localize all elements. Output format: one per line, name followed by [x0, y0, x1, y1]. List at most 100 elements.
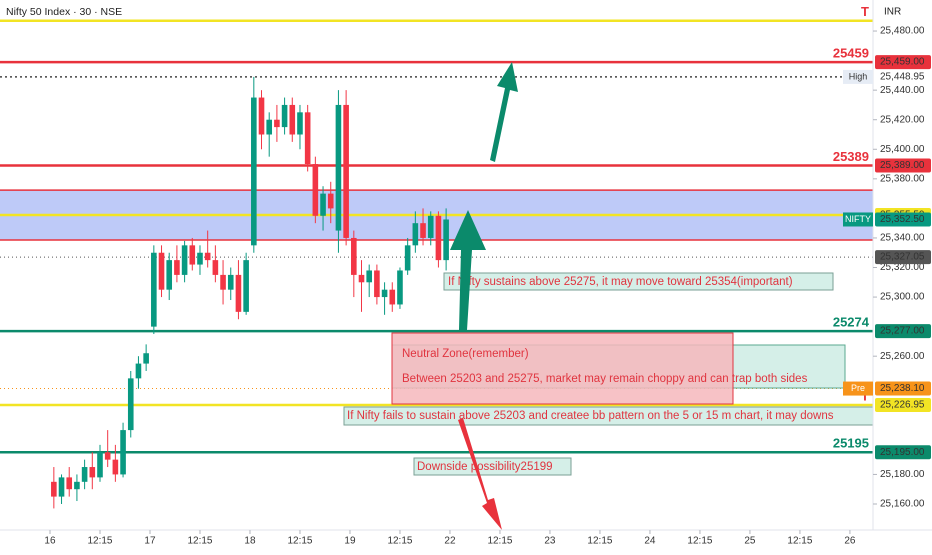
x-tick-label: 12:15 [387, 536, 412, 547]
price-tag [875, 381, 931, 396]
candle-body [412, 223, 419, 246]
candle-body [351, 237, 357, 275]
candle-body [343, 104, 349, 238]
candle-body [204, 252, 211, 261]
level-label: 25274 [833, 315, 870, 330]
annotation: If Nifty sustains above 25275, it may mo… [448, 276, 793, 288]
candle-body [266, 119, 273, 135]
level-label: T [861, 4, 869, 19]
price-tag-label: 25,226.95 [880, 400, 925, 411]
x-tick-label: 12:15 [287, 536, 312, 547]
y-tick-label: 25,440.00 [880, 85, 925, 96]
price-tag-label: 25,352.50 [880, 214, 925, 225]
candle-body [158, 252, 165, 290]
price-tag [875, 445, 931, 460]
x-tick-label: 17 [144, 536, 156, 547]
candle-body [143, 353, 149, 364]
candle-body [243, 260, 249, 312]
candle-body [289, 104, 296, 135]
price-tag-label: 25,327.05 [880, 252, 925, 263]
tag-label: NIFTY [845, 214, 871, 224]
price-tag [875, 158, 931, 173]
candle-body [335, 104, 342, 231]
candle-body [404, 245, 411, 271]
candle-body [312, 164, 319, 216]
candle-body [66, 477, 73, 490]
candle-body [366, 270, 372, 283]
x-tick-label: 22 [444, 536, 456, 547]
candle-body [327, 193, 334, 209]
candle-body [304, 112, 311, 165]
annotation-box [413, 457, 572, 476]
candle-body [258, 97, 265, 135]
candle-body [220, 274, 226, 290]
candle-body [74, 481, 80, 490]
price-tag [875, 69, 931, 84]
x-tick-label: 12:15 [87, 536, 112, 547]
candle-body [397, 270, 403, 305]
candle-body [112, 459, 119, 475]
candle-body [166, 260, 173, 290]
candle-body [358, 274, 365, 283]
price-tag-label: 25,195.00 [880, 447, 925, 458]
candle-body [197, 252, 203, 265]
y-tick-label: 25,300.00 [880, 292, 925, 303]
y-tick-label: 25,160.00 [880, 499, 925, 510]
currency: INR [884, 7, 901, 18]
price-tag-label: 25,389.00 [880, 160, 925, 171]
candle-body [97, 452, 103, 478]
candle-body [151, 252, 157, 327]
candles [51, 76, 449, 509]
candle-body [181, 245, 188, 275]
x-tick-label: 18 [244, 536, 256, 547]
candle-body [81, 467, 88, 482]
x-tick-label: 12:15 [787, 536, 812, 547]
candle-body [174, 260, 180, 275]
tag-box [843, 381, 873, 396]
candle-body [227, 274, 234, 290]
price-tag-label: 25,459.00 [880, 57, 925, 68]
candle-body [389, 289, 396, 305]
candle-body [51, 481, 57, 497]
price-tag-label: 25,448.95 [880, 72, 925, 83]
price-tag-label: 25,277.00 [880, 326, 925, 337]
y-tick-label: 25,320.00 [880, 262, 925, 273]
price-tag [875, 212, 931, 227]
arrow-up [490, 62, 518, 162]
y-tick-label: 25,480.00 [880, 26, 925, 37]
arrow-up [450, 210, 486, 330]
x-tick-label: 12:15 [687, 536, 712, 547]
y-tick-label: 25,260.00 [880, 351, 925, 362]
candle-body [320, 193, 326, 216]
x-tick-label: 19 [344, 536, 356, 547]
candle-body [120, 430, 126, 475]
candle-body [189, 245, 196, 265]
level-label: 25389 [833, 149, 869, 164]
x-tick-label: 12:15 [487, 536, 512, 547]
annotation-box [391, 332, 734, 405]
y-tick-label: 25,420.00 [880, 114, 925, 125]
annotation: If Nifty fails to sustain above 25203 an… [347, 410, 834, 422]
annotation: Downside possibility25199 [417, 461, 553, 473]
price-tag [875, 55, 931, 70]
candle-body [235, 274, 242, 312]
candle-body [89, 467, 96, 478]
annotation-box [343, 406, 873, 426]
y-tick-label: 25,340.00 [880, 233, 925, 244]
axis-labels: 25,480.00 25,440.00 25,420.00 25,400.00 25,3… [873, 26, 931, 510]
y-tick-label: 25,180.00 [880, 469, 925, 480]
x-tick-label: 26 [844, 536, 856, 547]
candle-body [104, 452, 111, 460]
x-tick-label: 23 [544, 536, 556, 547]
price-tag [875, 398, 931, 413]
chart-title: Nifty 50 Index · 30 · NSE [6, 6, 122, 18]
level-label: 25459 [833, 46, 869, 61]
x-tick-label: 12:15 [587, 536, 612, 547]
x-tick-label: 24 [644, 536, 656, 547]
arrow-down [458, 418, 502, 530]
x-tick-label: 25 [744, 536, 756, 547]
candle-body [251, 97, 257, 246]
y-tick-label: 25,380.00 [880, 173, 925, 184]
y-tick-label: 25,400.00 [880, 144, 925, 155]
